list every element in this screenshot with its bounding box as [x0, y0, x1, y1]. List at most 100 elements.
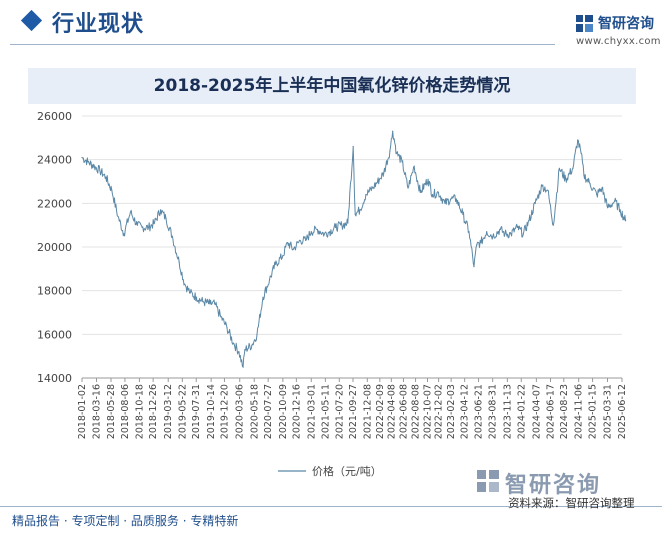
data-point: [226, 327, 228, 329]
data-point: [147, 226, 150, 228]
data-point: [486, 231, 488, 233]
data-point: [354, 213, 356, 215]
data-point: [565, 178, 567, 180]
data-point: [81, 156, 83, 159]
x-tick-label: 2021-07-20: [334, 384, 345, 439]
x-tick-label: 2018-05-28: [106, 384, 117, 439]
data-point: [99, 169, 101, 172]
y-tick-label: 26000: [37, 110, 72, 123]
x-tick-label: 2023-08-31: [488, 384, 499, 439]
y-tick-label: 16000: [37, 328, 72, 341]
chart-title: 2018-2025年上半年中国氧化锌价格走势情况: [153, 76, 511, 96]
data-point: [105, 176, 107, 178]
section-title: 行业现状: [52, 12, 145, 37]
y-tick-label: 14000: [37, 372, 72, 385]
data-point: [292, 248, 294, 250]
data-point: [476, 244, 478, 246]
x-tick-label: 2022-02-09: [375, 384, 386, 439]
x-tick-label: 2019-03-12: [163, 384, 174, 439]
series-line-price: [81, 130, 627, 368]
data-point: [251, 344, 253, 346]
x-tick-label: 2020-10-09: [278, 384, 289, 439]
x-tick-label: 2021-03-01: [306, 384, 317, 439]
data-point: [372, 187, 374, 189]
x-tick-label: 2025-01-15: [588, 384, 599, 439]
data-point: [189, 292, 191, 294]
data-point: [389, 150, 391, 152]
data-point: [93, 165, 95, 167]
data-point: [359, 209, 361, 211]
data-point: [323, 233, 325, 235]
data-point: [473, 266, 475, 268]
data-point: [316, 228, 319, 231]
data-point: [413, 165, 415, 167]
x-tick-label: 2024-01-22: [516, 384, 527, 439]
data-point: [305, 239, 307, 242]
x-tick-label: 2021-05-11: [320, 384, 331, 439]
data-point: [480, 242, 482, 244]
chart-title-band: [28, 68, 636, 104]
x-tick-label: 2024-08-23: [559, 384, 570, 439]
data-point: [238, 351, 240, 353]
data-point: [87, 161, 89, 163]
data-point: [427, 178, 429, 180]
data-point: [541, 185, 543, 187]
data-point: [334, 226, 337, 228]
footer-slogan: 精品报告 · 专项定制 · 品质服务 · 专精特新: [12, 514, 239, 528]
data-point: [462, 213, 464, 215]
data-point: [184, 283, 186, 285]
data-point: [178, 261, 180, 263]
x-tick-label: 2022-08-08: [411, 384, 422, 439]
x-tick-label: 2020-07-27: [263, 384, 274, 439]
x-tick-label: 2024-11-06: [574, 384, 585, 439]
data-point: [614, 200, 616, 202]
x-tick-label: 2022-12-02: [434, 384, 445, 439]
data-point: [256, 333, 258, 335]
data-point: [262, 296, 264, 298]
data-point: [580, 152, 582, 154]
data-point: [310, 231, 312, 233]
data-point: [268, 279, 271, 281]
x-tick-label: 2019-05-22: [177, 384, 188, 439]
data-point: [220, 316, 222, 318]
header-divider: [10, 44, 555, 45]
x-tick-label: 2023-04-12: [460, 384, 471, 439]
x-tick-label: 2023-02-03: [446, 384, 457, 439]
watermark-logo-icon: [477, 470, 499, 492]
x-tick-label: 2019-12-20: [219, 384, 230, 439]
data-point: [117, 215, 119, 218]
data-point: [431, 194, 434, 196]
x-tick-label: 2018-01-02: [77, 384, 88, 439]
data-point: [547, 189, 549, 191]
data-point: [552, 224, 554, 226]
y-axis: 14000 16000 18000 20000 22000 24000 26000: [37, 110, 72, 385]
data-point: [282, 255, 284, 257]
data-point: [195, 296, 198, 298]
x-tick-label: 2019-10-14: [206, 384, 217, 439]
data-point: [522, 233, 524, 235]
data-point: [129, 211, 132, 213]
legend: 价格（元/吨）: [278, 464, 382, 478]
x-tick-label: 2020-12-16: [291, 384, 302, 439]
data-point: [165, 218, 167, 220]
data-point: [352, 145, 354, 148]
data-point: [510, 233, 512, 235]
data-point: [341, 224, 343, 226]
data-point: [123, 233, 125, 235]
data-point: [577, 139, 579, 141]
y-tick-label: 18000: [37, 285, 72, 298]
data-point: [419, 191, 421, 194]
x-tick-label: 2022-10-07: [422, 384, 433, 439]
legend-label: 价格（元/吨）: [312, 464, 382, 478]
x-tick-label: 2020-03-06: [235, 384, 246, 439]
data-point: [499, 228, 502, 231]
x-tick-label: 2021-12-08: [362, 384, 373, 439]
x-tick-label: 2019-07-31: [191, 384, 202, 439]
data-point: [347, 222, 349, 224]
x-tick-label: 2018-10-18: [134, 384, 145, 439]
logo-icon: [576, 15, 593, 32]
data-point: [624, 220, 627, 222]
data-point: [378, 178, 381, 180]
x-tick-label: 2018-12-26: [148, 384, 159, 439]
